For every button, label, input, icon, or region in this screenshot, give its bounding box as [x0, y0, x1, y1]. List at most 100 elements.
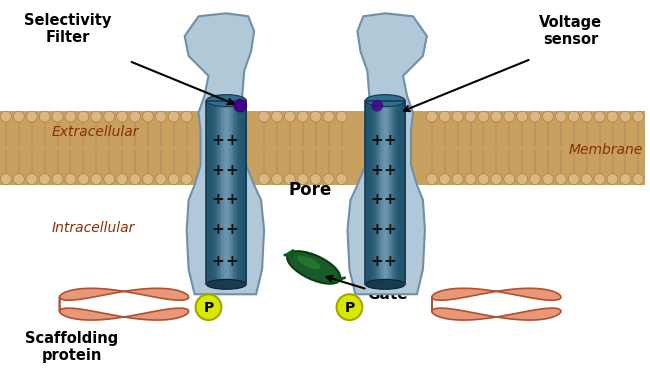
Bar — [365, 101, 405, 284]
Circle shape — [285, 173, 295, 185]
Circle shape — [517, 111, 528, 122]
Circle shape — [196, 294, 222, 320]
Bar — [207, 101, 208, 284]
Circle shape — [259, 111, 270, 122]
Bar — [211, 101, 213, 284]
Text: +: + — [211, 163, 224, 178]
Circle shape — [91, 111, 102, 122]
Circle shape — [181, 173, 192, 185]
Circle shape — [633, 111, 644, 122]
Bar — [218, 101, 220, 284]
Text: +: + — [370, 163, 383, 178]
Text: +: + — [384, 133, 396, 148]
Polygon shape — [432, 288, 561, 320]
Circle shape — [181, 111, 192, 122]
Circle shape — [52, 111, 63, 122]
Text: +: + — [225, 254, 238, 269]
Circle shape — [491, 173, 502, 185]
Circle shape — [323, 111, 334, 122]
Bar — [220, 101, 222, 284]
Bar — [209, 101, 211, 284]
Bar — [244, 101, 246, 284]
Circle shape — [104, 173, 114, 185]
Text: +: + — [370, 192, 383, 208]
Bar — [374, 101, 376, 284]
Ellipse shape — [365, 279, 405, 289]
Circle shape — [116, 173, 127, 185]
Bar — [233, 101, 235, 284]
Circle shape — [594, 111, 605, 122]
Bar — [224, 101, 226, 284]
Bar — [401, 101, 403, 284]
Bar — [404, 101, 406, 284]
Circle shape — [155, 173, 166, 185]
Bar — [383, 101, 384, 284]
Bar — [230, 101, 232, 284]
Ellipse shape — [287, 251, 341, 284]
Text: P: P — [344, 301, 355, 315]
Text: +: + — [384, 163, 396, 178]
Bar — [388, 101, 389, 284]
Bar — [365, 101, 367, 284]
Ellipse shape — [365, 95, 405, 106]
Text: +: + — [370, 254, 383, 269]
Circle shape — [168, 111, 179, 122]
Circle shape — [155, 111, 166, 122]
Circle shape — [530, 111, 541, 122]
Circle shape — [14, 111, 24, 122]
Text: Voltage
sensor: Voltage sensor — [540, 15, 603, 47]
Bar — [227, 101, 229, 284]
Circle shape — [129, 111, 140, 122]
Circle shape — [581, 111, 592, 122]
Bar — [221, 101, 223, 284]
Text: +: + — [370, 133, 383, 148]
Circle shape — [465, 173, 476, 185]
Circle shape — [14, 173, 24, 185]
Bar — [214, 101, 216, 284]
Bar — [391, 101, 393, 284]
Polygon shape — [60, 288, 188, 320]
Circle shape — [452, 173, 463, 185]
Circle shape — [65, 111, 76, 122]
Circle shape — [129, 173, 140, 185]
Bar — [245, 101, 247, 284]
Circle shape — [297, 111, 308, 122]
Circle shape — [233, 99, 247, 113]
Ellipse shape — [207, 95, 246, 106]
Text: Membrane: Membrane — [569, 143, 643, 157]
Bar — [231, 101, 233, 284]
Bar — [381, 101, 383, 284]
Circle shape — [116, 111, 127, 122]
Text: Intracellular: Intracellular — [51, 221, 135, 235]
Bar — [207, 101, 246, 284]
Circle shape — [323, 173, 334, 185]
Circle shape — [336, 111, 347, 122]
Bar — [234, 101, 236, 284]
Circle shape — [439, 111, 450, 122]
Circle shape — [78, 173, 89, 185]
Bar — [237, 101, 239, 284]
Text: +: + — [384, 222, 396, 237]
Bar — [385, 101, 387, 284]
Circle shape — [91, 173, 102, 185]
Text: Scaffolding
protein: Scaffolding protein — [25, 331, 118, 363]
Circle shape — [1, 173, 12, 185]
Circle shape — [478, 173, 489, 185]
Bar — [376, 101, 378, 284]
Circle shape — [426, 111, 437, 122]
Bar — [400, 101, 402, 284]
Bar — [380, 101, 382, 284]
Circle shape — [543, 111, 553, 122]
Text: +: + — [370, 222, 383, 237]
Circle shape — [530, 173, 541, 185]
Circle shape — [633, 173, 644, 185]
Bar — [370, 101, 372, 284]
Polygon shape — [185, 13, 264, 294]
Circle shape — [142, 173, 153, 185]
Circle shape — [504, 111, 515, 122]
Text: +: + — [211, 222, 224, 237]
Bar — [392, 101, 394, 284]
Bar — [208, 101, 210, 284]
Circle shape — [568, 173, 579, 185]
Bar — [222, 101, 224, 284]
